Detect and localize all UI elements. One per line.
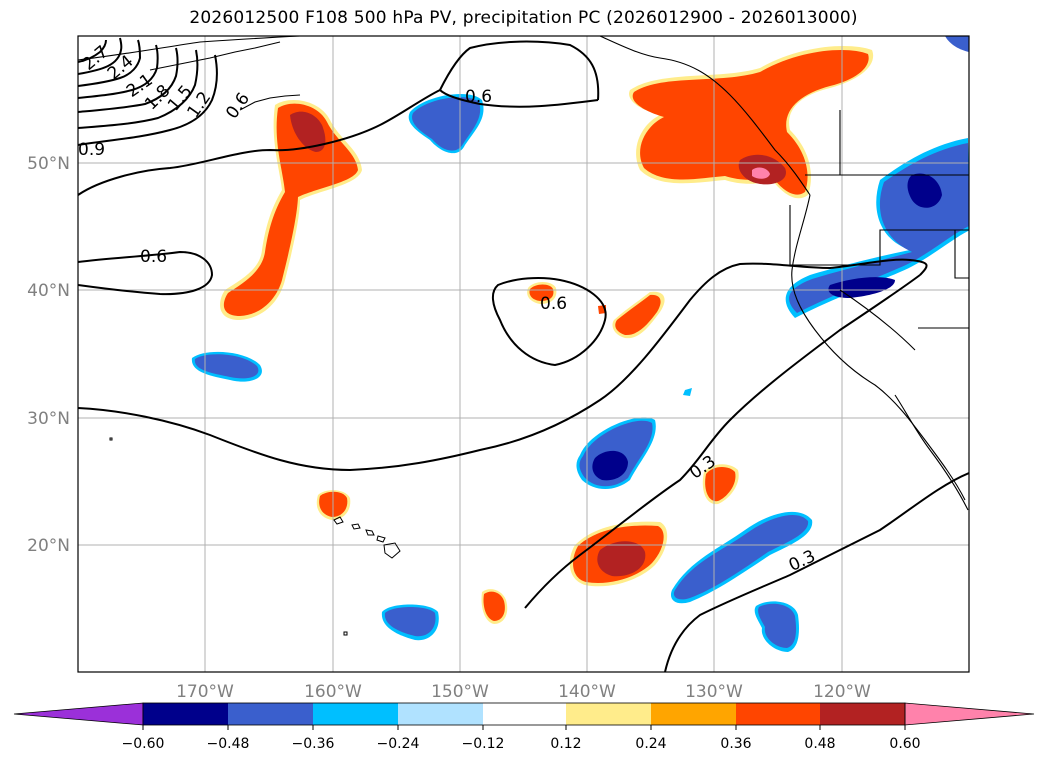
colorbar-tick: −0.48 <box>207 736 250 752</box>
lon-tick-labels: 170°W 160°W 150°W 140°W 130°W 120°W <box>176 682 871 702</box>
contour-label: 0.6 <box>140 247 167 267</box>
contour-label: 0.6 <box>540 294 567 314</box>
colorbar-segment <box>313 703 398 725</box>
map-frame <box>77 35 970 673</box>
plot-title: 2026012500 F108 500 hPa PV, precipitatio… <box>189 8 858 28</box>
hawaii-islands <box>109 437 401 636</box>
lon-tick-140w: 140°W <box>558 682 616 702</box>
lat-tick-50n: 50°N <box>27 154 70 174</box>
colorbar-tick: −0.24 <box>377 736 420 752</box>
colorbar-segment <box>566 703 651 725</box>
colorbar-tick: 0.24 <box>635 736 666 752</box>
colorbar-tick: −0.36 <box>292 736 335 752</box>
colorbar-segment <box>651 703 736 725</box>
colorbar: −0.60 −0.48 −0.36 −0.24 −0.12 0.12 0.24 … <box>13 702 1035 752</box>
colorbar-segment <box>483 703 566 725</box>
colorbar-extend-high <box>904 702 1035 726</box>
colorbar-tick: 0.60 <box>889 736 920 752</box>
precip-positive-anomalies <box>220 45 874 624</box>
colorbar-segment <box>143 703 228 725</box>
lat-tick-20n: 20°N <box>27 536 70 556</box>
lon-tick-160w: 160°W <box>304 682 362 702</box>
precip-negative-anomalies <box>191 36 969 652</box>
colorbar-segment <box>736 703 820 725</box>
colorbar-segment <box>820 703 905 725</box>
lat-tick-40n: 40°N <box>27 281 70 301</box>
colorbar-tick: −0.60 <box>122 736 165 752</box>
lon-tick-130w: 130°W <box>685 682 743 702</box>
contour-label: 0.6 <box>465 87 492 107</box>
colorbar-tick: 0.12 <box>550 736 581 752</box>
contour-label: 0.9 <box>78 140 105 160</box>
colorbar-segment <box>398 703 483 725</box>
lon-tick-150w: 150°W <box>431 682 489 702</box>
colorbar-segment <box>228 703 313 725</box>
colorbar-tick: 0.48 <box>804 736 835 752</box>
lon-tick-170w: 170°W <box>176 682 234 702</box>
colorbar-extend-low <box>13 702 144 726</box>
colorbar-tick: 0.36 <box>720 736 751 752</box>
lat-tick-labels: 20°N 30°N 40°N 50°N <box>27 154 70 556</box>
lon-tick-120w: 120°W <box>813 682 871 702</box>
pv-contours <box>78 37 969 672</box>
coastlines <box>78 36 969 511</box>
colorbar-tick: −0.12 <box>462 736 505 752</box>
lat-tick-30n: 30°N <box>27 409 70 429</box>
